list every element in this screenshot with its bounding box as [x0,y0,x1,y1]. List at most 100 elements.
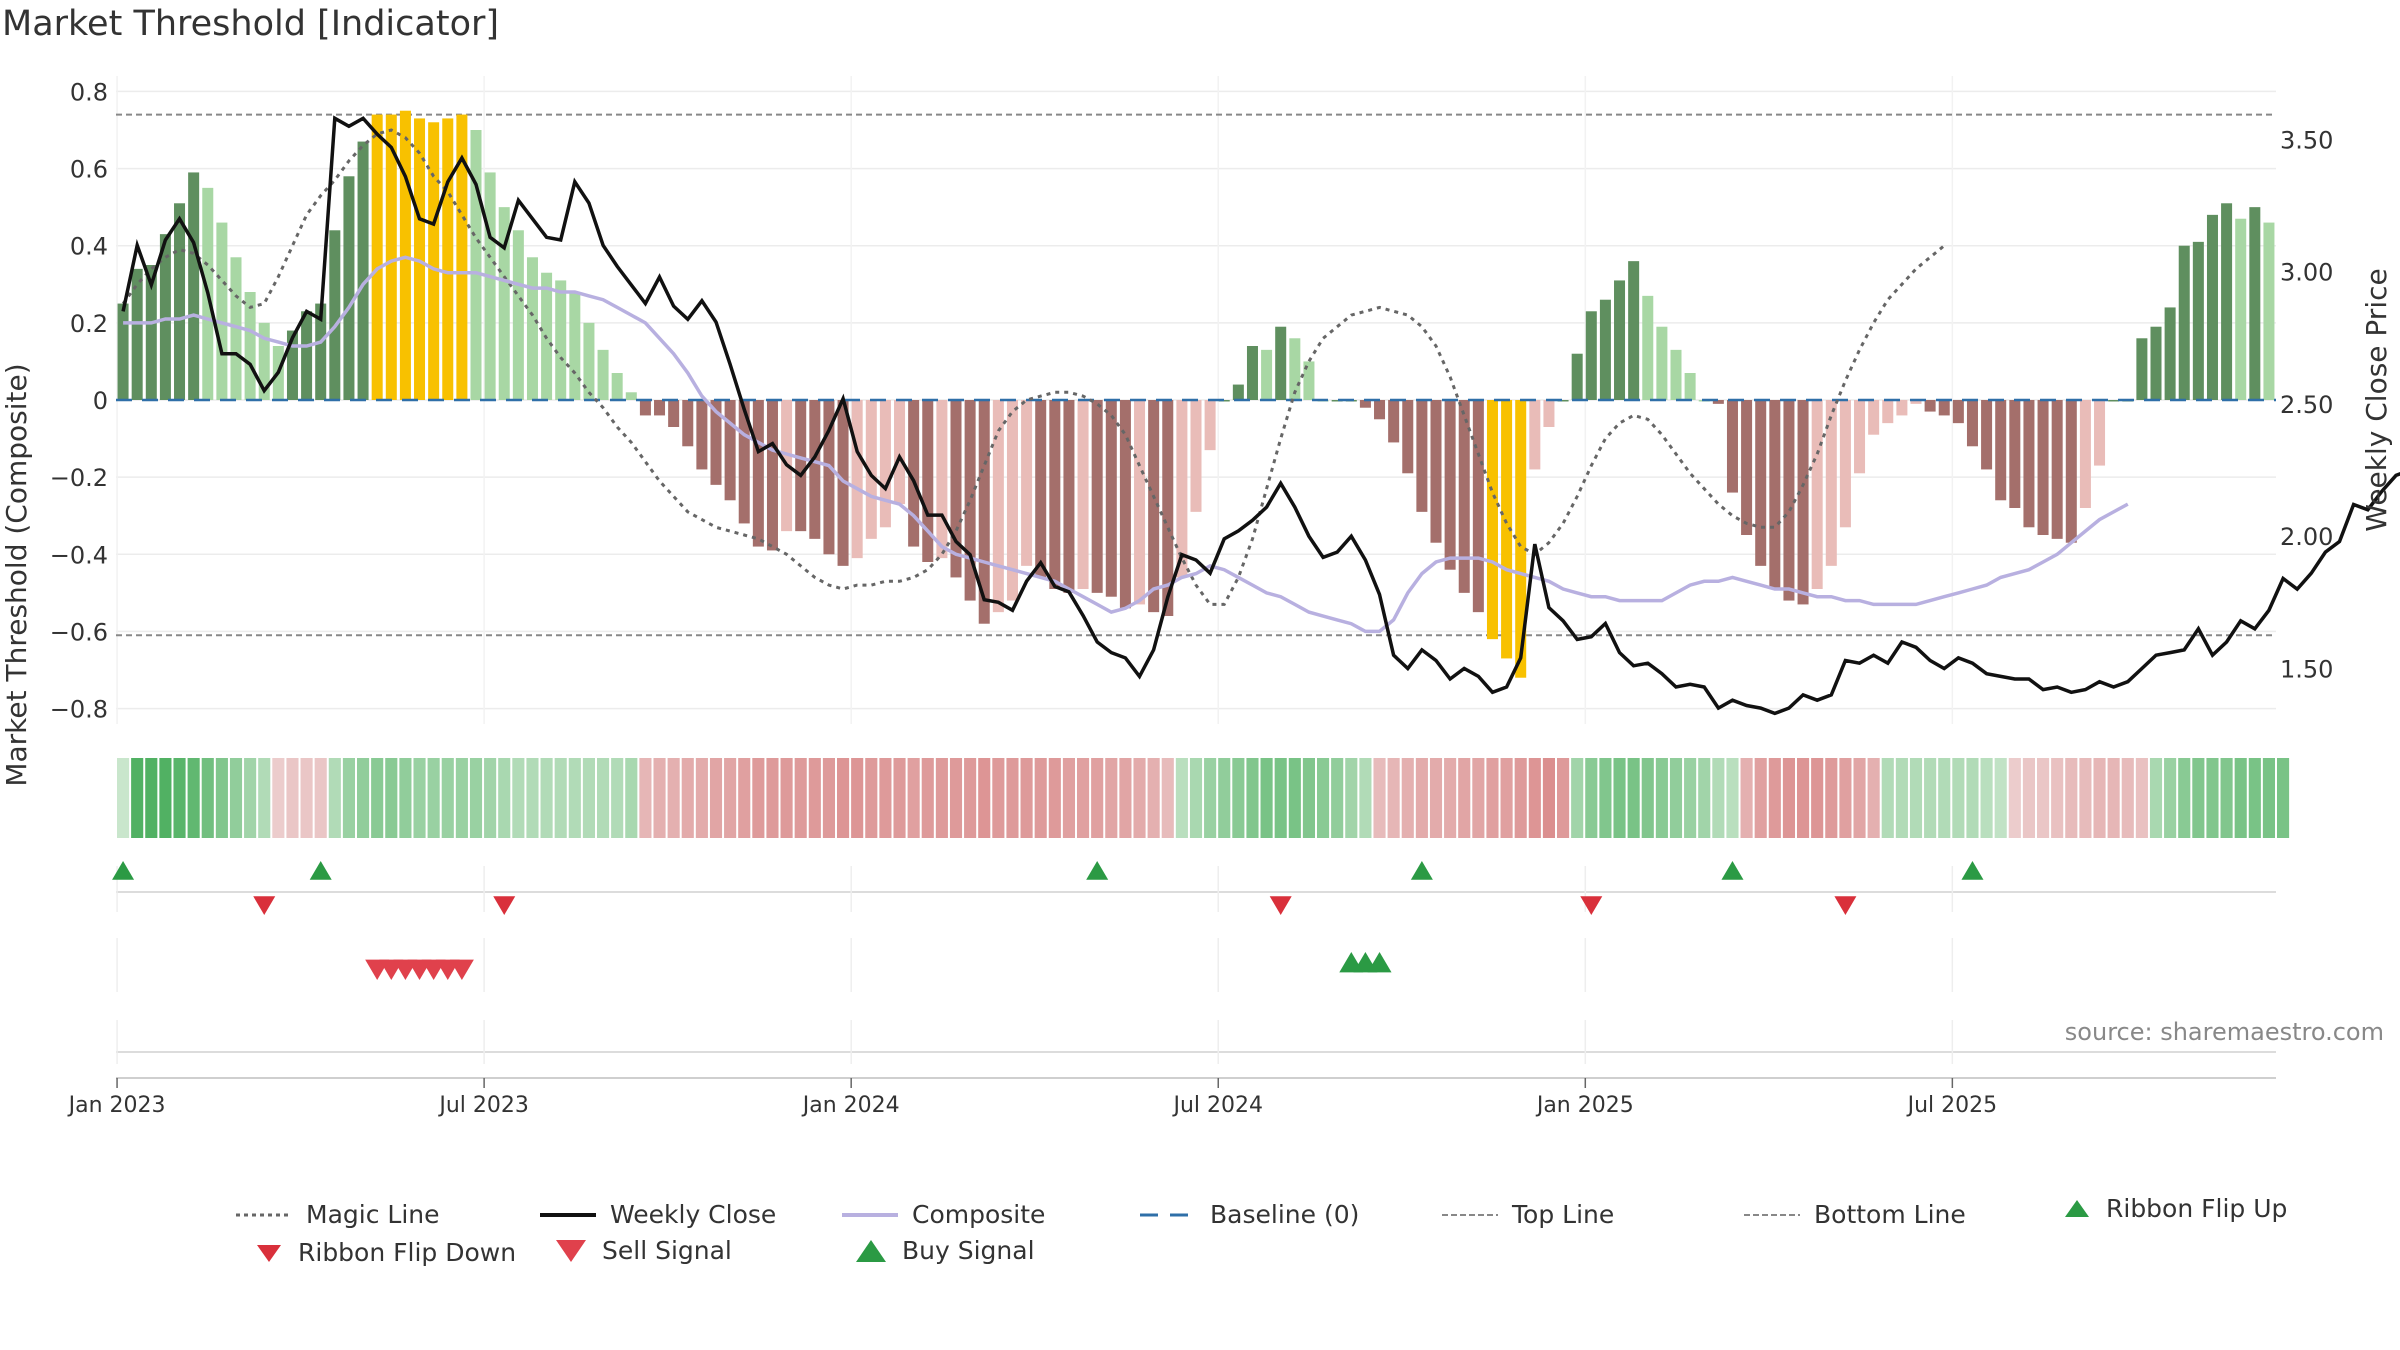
ribbon-cell [1458,758,1471,838]
ribbon-cell [526,758,539,838]
ribbon-cell [540,758,553,838]
ribbon-cell [1599,758,1612,838]
composite-bar [399,110,411,400]
ribbon-cell [512,758,525,838]
ribbon-cell [639,758,652,838]
composite-bar [1021,400,1033,566]
composite-bar [1896,400,1908,416]
ribbon-cell [907,758,920,838]
composite-bar [117,303,129,400]
composite-bar [1388,400,1400,443]
composite-bar [1091,400,1103,593]
ribbon-cell [1542,758,1555,838]
y2-tick-label: 1.50 [2280,655,2333,683]
composite-bar [1289,338,1301,400]
composite-bar [1148,400,1160,613]
weekly-close-line [121,115,2400,716]
ribbon-cell [1641,758,1654,838]
ribbon-cell [187,758,200,838]
ribbon-cell [1585,758,1598,838]
ribbon-cell [554,758,567,838]
ribbon-cell [1034,758,1047,838]
ribbon-cell [2008,758,2021,838]
ribbon-cell [1133,758,1146,838]
ribbon-cell [2107,758,2120,838]
triangle-up-icon [2065,1199,2089,1217]
legend-label: Buy Signal [902,1236,1035,1265]
ribbon-cell [1853,758,1866,838]
composite-bar [922,400,934,562]
composite-bar [936,400,948,559]
source-label: source: sharemaestro.com [2065,1018,2384,1046]
legend: Magic Line Weekly Close Composite Baseli… [0,1194,2400,1300]
y2-axis-label: Weekly Close Price [2360,268,2393,531]
ribbon-cell [1994,758,2007,838]
composite-bar [286,330,298,400]
composite-bar [851,400,863,559]
legend-weekly-close: Weekly Close [540,1200,776,1229]
composite-bar [1049,400,1061,589]
ribbon-cell [1952,758,1965,838]
composite-bar [2178,245,2190,400]
composite-bar [2263,222,2275,400]
composite-bar [145,265,157,400]
ribbon-cell [1754,758,1767,838]
composite-bar [456,114,468,401]
ribbon-cell [1020,758,1033,838]
composite-bar [1162,400,1174,616]
ribbon-cell [1571,758,1584,838]
ribbon-cell [1797,758,1810,838]
dotted-line-icon [236,1213,292,1216]
ribbon-cell [1924,758,1937,838]
composite-bar [484,172,496,400]
composite-bar [1684,373,1696,400]
ribbon-flip-down-marker [253,896,276,915]
x-tick-label: Jan 2023 [67,1093,166,1118]
composite-bar [498,207,510,400]
composite-bar [2051,400,2063,539]
composite-bar [668,400,680,427]
ribbon-cell [2220,758,2233,838]
composite-bar [992,400,1004,613]
legend-bottom-line: Bottom Line [1744,1200,1966,1229]
ribbon-cell [272,758,285,838]
composite-bar [865,400,877,539]
ribbon-cell [328,758,341,838]
dotted-line-icon [1442,1213,1498,1216]
dashed-line-icon [1140,1213,1196,1216]
ribbon-cell [1373,758,1386,838]
ribbon-cell [1472,758,1485,838]
composite-bar [526,257,538,400]
ribbon-cell [808,758,821,838]
composite-bar [710,400,722,485]
ribbon-cell [399,758,412,838]
ribbon-cell [1627,758,1640,838]
ribbon-flip-down-marker [1834,896,1857,915]
ribbon-cell [1444,758,1457,838]
composite-bar [611,373,623,400]
ribbon-cell [1782,758,1795,838]
ribbon-cell [2022,758,2035,838]
ribbon-cell [1698,758,1711,838]
ribbon-cell [2277,758,2290,838]
y-tick-label: 0.8 [70,78,108,106]
composite-bar [1839,400,1851,528]
composite-bar [950,400,962,578]
composite-bar [188,172,200,400]
composite-bar [357,141,369,401]
ribbon-cell [752,758,765,838]
composite-bar [2108,400,2120,402]
ribbon-cell [992,758,1005,838]
magic-line [121,128,1946,606]
ribbon-cell [2037,758,2050,838]
composite-bar [1261,349,1273,400]
composite-bar [1670,349,1682,400]
ribbon-cell [1048,758,1061,838]
composite-bar [1712,400,1724,404]
ribbon-cell [1613,758,1626,838]
ribbon-cell [300,758,313,838]
y-tick-label: 0.2 [70,310,108,338]
composite-bar [625,392,637,400]
y2-tick-label: 2.00 [2280,523,2333,551]
y-tick-label: −0.2 [50,464,108,492]
